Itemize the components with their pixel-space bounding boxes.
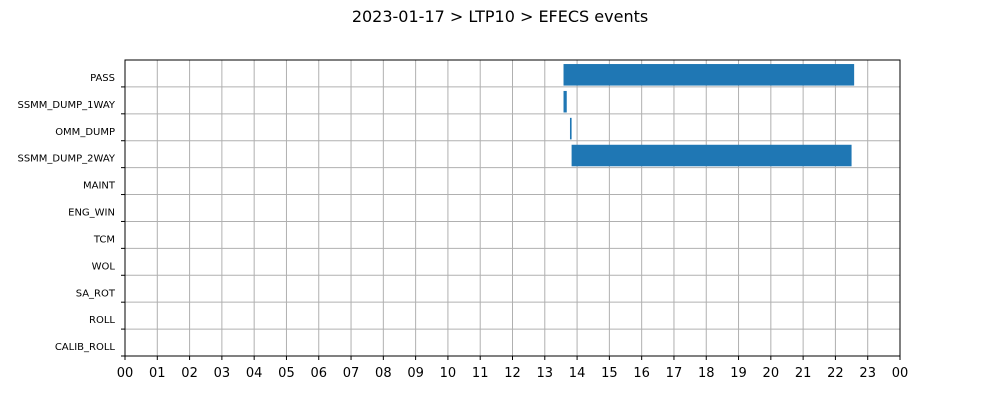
y-tick-label: ROLL: [89, 315, 115, 326]
y-tick-label: TCM: [93, 234, 115, 245]
chart-title: 2023-01-17 > LTP10 > EFECS events: [352, 7, 648, 26]
x-tick-label: 18: [698, 366, 715, 381]
y-tick-label: ENG_WIN: [68, 208, 115, 219]
x-tick-label: 15: [601, 366, 618, 381]
y-tick-label: MAINT: [83, 181, 116, 192]
event-bar-omm-dump: [569, 117, 572, 140]
x-tick-label: 07: [343, 366, 360, 381]
grid: [124, 60, 901, 356]
y-tick-label: WOL: [92, 261, 116, 272]
x-tick-label: 12: [504, 366, 521, 381]
y-tick-label: CALIB_ROLL: [55, 342, 116, 353]
y-tick-label: PASS: [90, 73, 115, 84]
x-tick-label: 20: [763, 366, 780, 381]
x-tick-label: 14: [569, 366, 586, 381]
x-tick-label: 21: [795, 366, 812, 381]
x-tick-label: 09: [407, 366, 424, 381]
x-tick-label: 00: [892, 366, 909, 381]
x-tick-label: 11: [472, 366, 489, 381]
y-tick-label: OMM_DUMP: [55, 127, 115, 138]
event-bar-pass: [563, 64, 855, 86]
x-tick-label: 13: [537, 366, 554, 381]
x-tick-label: 22: [827, 366, 844, 381]
x-tick-label: 16: [633, 366, 650, 381]
event-bar-ssmm-dump-1way: [563, 90, 567, 113]
x-tick-label: 19: [730, 366, 747, 381]
event-bars: [563, 64, 855, 167]
event-bar-ssmm-dump-2way: [571, 144, 852, 167]
x-tick-label: 17: [666, 366, 683, 381]
x-tick-label: 23: [859, 366, 876, 381]
y-tick-label: SA_ROT: [76, 288, 116, 299]
x-tick-label: 08: [375, 366, 392, 381]
x-tick-label: 03: [214, 366, 231, 381]
x-tick-label: 06: [310, 366, 327, 381]
axis-ticks: PASS SSMM_DUMP_1WAY OMM_DUMP SSMM_DUMP_2WAY…: [17, 73, 908, 381]
x-tick-label: 01: [149, 366, 166, 381]
y-tick-label: SSMM_DUMP_2WAY: [17, 154, 115, 165]
x-tick-label: 10: [440, 366, 457, 381]
x-tick-label: 00: [117, 366, 134, 381]
x-tick-label: 02: [181, 366, 198, 381]
y-tick-label: SSMM_DUMP_1WAY: [17, 100, 115, 111]
x-tick-label: 04: [246, 366, 263, 381]
x-tick-label: 05: [278, 366, 295, 381]
